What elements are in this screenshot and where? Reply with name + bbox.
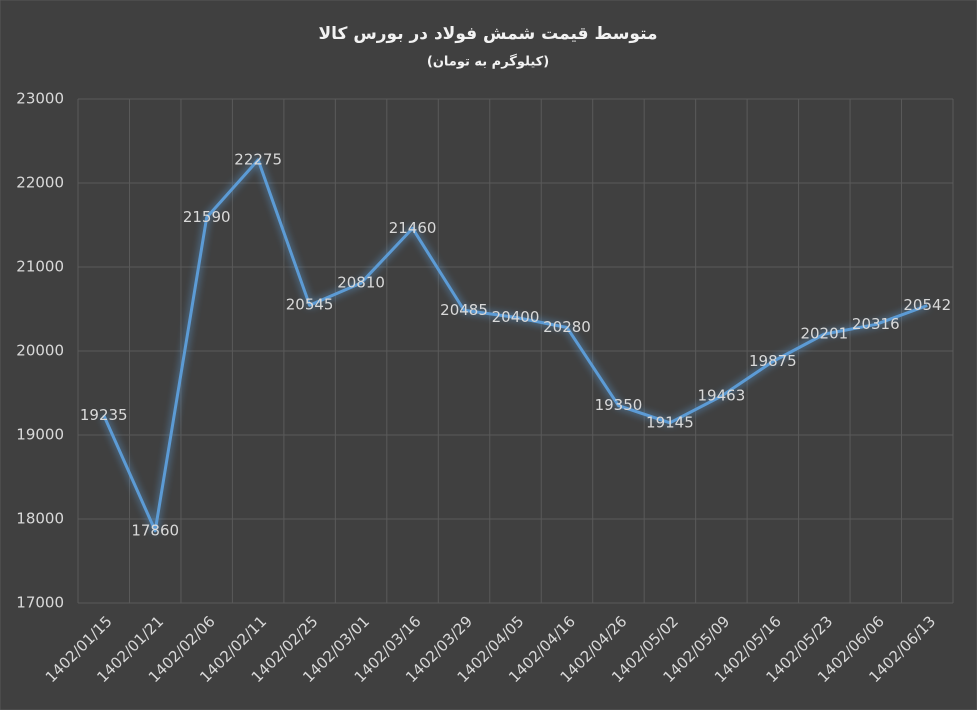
data-label: 19463 xyxy=(698,387,746,405)
data-label: 20485 xyxy=(440,301,488,319)
data-label: 20316 xyxy=(852,315,900,333)
y-tick-label: 20000 xyxy=(16,342,64,360)
data-label: 20542 xyxy=(903,296,951,314)
data-label: 19145 xyxy=(646,413,694,431)
data-label: 20545 xyxy=(286,296,334,314)
data-label: 20810 xyxy=(337,273,385,291)
y-tick-label: 19000 xyxy=(16,426,64,444)
data-label: 21460 xyxy=(389,219,437,237)
data-label: 19350 xyxy=(595,396,643,414)
chart-title: متوسط قیمت شمش فولاد در بورس کالا xyxy=(318,24,657,44)
line xyxy=(102,158,928,533)
y-tick-label: 18000 xyxy=(16,510,64,528)
data-label: 20280 xyxy=(543,318,591,336)
y-tick-label: 23000 xyxy=(16,90,64,108)
data-label: 19235 xyxy=(80,406,128,424)
y-tick-label: 22000 xyxy=(16,174,64,192)
data-label: 20400 xyxy=(492,308,540,326)
y-tick-label: 17000 xyxy=(16,594,64,612)
data-label: 19875 xyxy=(749,352,797,370)
data-label: 21590 xyxy=(183,208,231,226)
y-tick-label: 21000 xyxy=(16,258,64,276)
data-label: 22275 xyxy=(234,150,282,168)
chart-subtitle: (کیلوگرم به تومان) xyxy=(427,54,549,70)
data-label: 17860 xyxy=(131,521,179,539)
data-label: 20201 xyxy=(800,325,848,343)
